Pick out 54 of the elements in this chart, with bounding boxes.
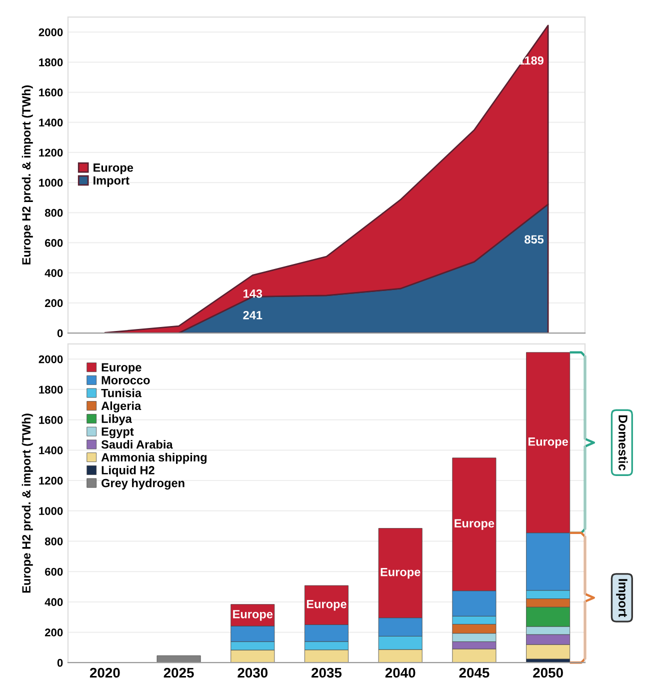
legend-label: Europe bbox=[94, 164, 134, 174]
bar bbox=[156, 655, 201, 663]
y-tick-label: 1600 bbox=[39, 416, 63, 424]
x-tick-label: 2040 bbox=[385, 668, 416, 678]
legend-label: Morocco bbox=[102, 376, 150, 384]
legend-label: Saudi Arabia bbox=[101, 440, 173, 449]
y-axis-title: Europe H2 prod. & import (TWh) bbox=[22, 85, 33, 264]
legend-label: Egypt bbox=[102, 428, 134, 438]
legend-label: Tunisia bbox=[101, 388, 142, 398]
data-label: Europe bbox=[454, 519, 494, 530]
text: Domestic bbox=[618, 415, 628, 470]
data-label: 143 bbox=[244, 289, 262, 298]
x-tick-label: 2050 bbox=[533, 668, 563, 678]
data-label: Europe bbox=[528, 438, 568, 448]
data-label: Europe bbox=[380, 568, 420, 579]
data-label: 855 bbox=[524, 235, 544, 244]
y-tick-label: 200 bbox=[44, 299, 63, 308]
data-label: 241 bbox=[243, 310, 262, 320]
x-tick-label: 2030 bbox=[238, 668, 268, 678]
legend-label: Algeria bbox=[101, 401, 142, 412]
y-axis-title: Europe H2 prod. & import (TWh) bbox=[22, 414, 33, 593]
y-tick-label: 600 bbox=[45, 568, 63, 576]
legend-label: Libya bbox=[102, 414, 132, 426]
y-tick-label: 800 bbox=[44, 537, 63, 546]
legend-label: Import bbox=[94, 176, 130, 187]
y-tick-label: 1400 bbox=[39, 446, 63, 454]
y-tick-label: 200 bbox=[44, 628, 63, 636]
y-tick-label: 400 bbox=[44, 598, 63, 606]
y-tick-label: 2000 bbox=[38, 28, 63, 36]
y-tick-label: 400 bbox=[44, 269, 63, 277]
data-label: Europe bbox=[306, 600, 346, 611]
legend-label: Grey hydrogen bbox=[102, 478, 184, 490]
y-tick-label: 1200 bbox=[39, 476, 63, 485]
text: Import bbox=[616, 579, 628, 618]
x-tick-label: 2035 bbox=[312, 668, 342, 678]
y-tick-label: 1200 bbox=[39, 148, 63, 157]
y-tick-label: 600 bbox=[45, 238, 63, 247]
y-tick-label: 1400 bbox=[39, 118, 63, 126]
y-tick-label: 1000 bbox=[39, 507, 63, 515]
y-tick-label: 0 bbox=[57, 329, 63, 338]
legend-label: Liquid H2 bbox=[102, 466, 154, 477]
legend-label: Europe bbox=[102, 363, 142, 374]
legend-label: Ammonia shipping bbox=[101, 452, 207, 464]
data-label: Europe bbox=[233, 610, 273, 621]
y-tick-label: 1800 bbox=[39, 386, 63, 394]
x-tick-label: 2025 bbox=[164, 668, 194, 678]
y-tick-label: 1600 bbox=[39, 88, 63, 96]
y-tick-label: 1000 bbox=[39, 178, 63, 187]
x-tick-label: 2020 bbox=[90, 668, 120, 678]
x-tick-label: 2045 bbox=[459, 668, 490, 678]
y-tick-label: 1800 bbox=[39, 58, 63, 66]
y-tick-label: 0 bbox=[57, 658, 63, 667]
y-tick-label: 800 bbox=[44, 208, 63, 217]
y-tick-label: 2000 bbox=[38, 355, 63, 364]
